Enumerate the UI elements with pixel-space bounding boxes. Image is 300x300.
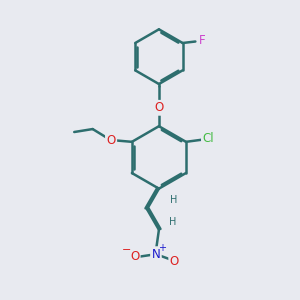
Text: H: H <box>169 218 176 227</box>
Text: +: + <box>158 243 166 253</box>
Text: H: H <box>170 195 178 206</box>
Text: F: F <box>199 34 205 47</box>
Text: Cl: Cl <box>202 132 214 146</box>
Text: O: O <box>170 255 179 268</box>
Text: O: O <box>154 101 164 114</box>
Text: −: − <box>122 245 131 255</box>
Text: N: N <box>152 248 160 261</box>
Text: O: O <box>106 134 116 147</box>
Text: O: O <box>130 250 139 263</box>
